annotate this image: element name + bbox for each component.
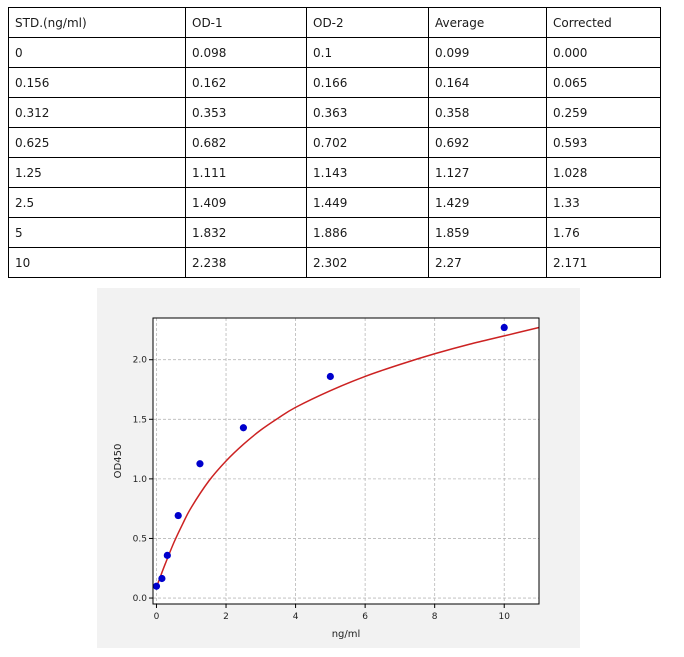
data-point (196, 460, 204, 468)
cell-od2: 0.363 (306, 97, 429, 128)
y-tick-label: 1.5 (133, 415, 147, 425)
cell-std: 0.156 (8, 67, 186, 98)
x-tick-label: 2 (223, 612, 229, 622)
y-axis-label: OD450 (113, 444, 124, 479)
table-row: 0 0.098 0.1 0.099 0.000 (8, 37, 661, 68)
cell-od1: 0.098 (185, 37, 307, 68)
cell-od1: 2.238 (185, 247, 307, 278)
cell-average: 0.358 (428, 97, 547, 128)
cell-od2: 2.302 (306, 247, 429, 278)
cell-od2: 1.143 (306, 157, 429, 188)
cell-average: 1.429 (428, 187, 547, 218)
header-average: Average (428, 7, 547, 38)
cell-corrected: 1.76 (546, 217, 661, 248)
x-tick-label: 6 (362, 612, 368, 622)
standard-curve-chart: 0 2 4 6 8 10 0.0 0.5 1.0 1.5 2.0 ng/ml OD450 (113, 317, 540, 640)
cell-std: 2.5 (8, 187, 186, 218)
y-tick-label: 0.5 (133, 534, 147, 544)
cell-std: 0 (8, 37, 186, 68)
y-tick-label: 0.0 (133, 594, 148, 604)
cell-corrected: 0.065 (546, 67, 661, 98)
x-axis-ticks: 0 2 4 6 8 10 (154, 604, 510, 622)
table-row: 10 2.238 2.302 2.27 2.171 (8, 247, 661, 278)
cell-od1: 1.832 (185, 217, 307, 248)
cell-std: 1.25 (8, 157, 186, 188)
cell-average: 0.164 (428, 67, 547, 98)
cell-od2: 0.1 (306, 37, 429, 68)
header-od2: OD-2 (306, 7, 429, 38)
cell-average: 1.859 (428, 217, 547, 248)
cell-std: 0.625 (8, 127, 186, 158)
cell-od2: 0.166 (306, 67, 429, 98)
standard-curve-chart-panel: 0 2 4 6 8 10 0.0 0.5 1.0 1.5 2.0 ng/ml OD450 (97, 288, 580, 648)
data-point (326, 372, 334, 381)
cell-od2: 0.702 (306, 127, 429, 158)
header-od1: OD-1 (185, 7, 307, 38)
cell-average: 0.099 (428, 37, 547, 68)
x-tick-label: 0 (154, 612, 160, 622)
cell-corrected: 0.259 (546, 97, 661, 128)
y-tick-label: 1.0 (133, 475, 148, 485)
data-points (152, 323, 508, 590)
cell-average: 1.127 (428, 157, 547, 188)
cell-od1: 0.682 (185, 127, 307, 158)
cell-od1: 1.409 (185, 187, 307, 218)
table-row: 0.156 0.162 0.166 0.164 0.065 (8, 67, 661, 98)
header-corrected: Corrected (546, 7, 661, 38)
table-row: 1.25 1.111 1.143 1.127 1.028 (8, 157, 661, 188)
plot-background (153, 318, 539, 604)
table-row: 0.625 0.682 0.702 0.692 0.593 (8, 127, 661, 158)
cell-od2: 1.886 (306, 217, 429, 248)
y-axis-ticks: 0.0 0.5 1.0 1.5 2.0 (133, 356, 153, 604)
x-tick-label: 8 (432, 612, 438, 622)
grid-lines (153, 318, 539, 604)
cell-od1: 0.162 (185, 67, 307, 98)
cell-corrected: 2.171 (546, 247, 661, 278)
cell-corrected: 0.000 (546, 37, 661, 68)
cell-average: 2.27 (428, 247, 547, 278)
header-std: STD.(ng/ml) (8, 7, 186, 38)
data-point (152, 582, 161, 590)
data-point (174, 511, 182, 520)
cell-corrected: 0.593 (546, 127, 661, 158)
cell-corrected: 1.028 (546, 157, 661, 188)
cell-od1: 1.111 (185, 157, 307, 188)
x-tick-label: 10 (498, 612, 510, 622)
data-point (158, 574, 166, 583)
y-tick-label: 2.0 (133, 356, 148, 366)
data-point (500, 323, 508, 332)
cell-std: 10 (8, 247, 186, 278)
x-axis-label: ng/ml (332, 629, 361, 640)
cell-od1: 0.353 (185, 97, 307, 128)
cell-od2: 1.449 (306, 187, 429, 218)
table-header-row: STD.(ng/ml) OD-1 OD-2 Average Corrected (8, 7, 661, 38)
cell-average: 0.692 (428, 127, 547, 158)
x-tick-label: 4 (293, 612, 299, 622)
cell-std: 5 (8, 217, 186, 248)
data-point (239, 424, 248, 432)
cell-corrected: 1.33 (546, 187, 661, 218)
table-row: 2.5 1.409 1.449 1.429 1.33 (8, 187, 661, 218)
cell-std: 0.312 (8, 97, 186, 128)
fit-curve (155, 326, 540, 588)
plot-area-frame (152, 317, 540, 605)
table-row: 0.312 0.353 0.363 0.358 0.259 (8, 97, 661, 128)
table-row: 5 1.832 1.886 1.859 1.76 (8, 217, 661, 248)
standard-curve-table: STD.(ng/ml) OD-1 OD-2 Average Corrected … (8, 7, 661, 278)
data-point (163, 551, 171, 559)
fit-curve-layer (155, 326, 540, 588)
